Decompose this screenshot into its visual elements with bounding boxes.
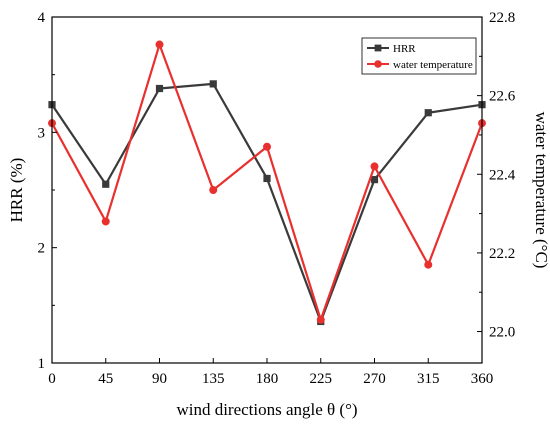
legend: HRR water temperature [361,37,477,75]
legend-marker-water-temperature [374,60,382,68]
data-point-water-temperature [263,142,271,151]
data-point-hrr [102,180,110,188]
x-tick-label: 360 [471,371,494,387]
data-point-hrr [155,84,164,93]
y-tick-label-left: 3 [38,125,46,141]
y-tick-label-right: 22.6 [489,89,516,105]
x-tick-label: 225 [310,371,333,387]
data-point-hrr [263,174,271,183]
data-point-water-temperature [155,40,164,49]
x-tick-label: 90 [152,371,167,387]
x-tick-label: 0 [48,371,56,387]
data-point-water-temperature [424,260,433,269]
y-axis-label-right: water temperature (°C) [532,112,550,269]
x-tick-label: 45 [98,371,113,387]
y-tick-label-left: 4 [38,10,46,26]
x-tick-label: 180 [256,371,279,387]
y-tick-label-right: 22.4 [489,167,516,183]
x-tick-label: 315 [417,371,440,387]
data-point-hrr [209,80,217,88]
legend-marker-hrr [374,44,382,52]
y-tick-label-left: 1 [38,356,46,372]
legend-label-2: water temperature [393,59,473,71]
series-layer [48,40,486,326]
y-tick-label-right: 22.2 [489,246,515,262]
data-point-water-temperature [316,315,325,324]
data-point-water-temperature [101,217,110,226]
legend-entries: HRR water temperature [367,43,473,71]
legend-box [361,37,477,75]
x-axis-label: wind directions angle θ (°) [176,400,357,419]
series-line-2 [51,43,484,321]
x-tick-label: 135 [202,371,225,387]
data-point-hrr [370,176,379,184]
data-point-water-temperature [370,162,379,171]
legend-label-1: HRR [393,43,416,55]
y-tick-label-left: 2 [38,241,46,257]
x-tick-label: 270 [363,371,386,387]
y-axis-label-left: HRR (%) [7,158,26,223]
y-tick-label-right: 22.0 [489,325,515,341]
data-point-hrr [424,109,432,117]
series-line-1 [51,82,483,323]
data-point-water-temperature [209,186,218,194]
y-tick-label-right: 22.8 [489,10,515,26]
ticks-layer: 0 45 90 135 180 225 270 315 360 1 2 3 4 22.0 22.2 22.4 2… [38,10,516,387]
